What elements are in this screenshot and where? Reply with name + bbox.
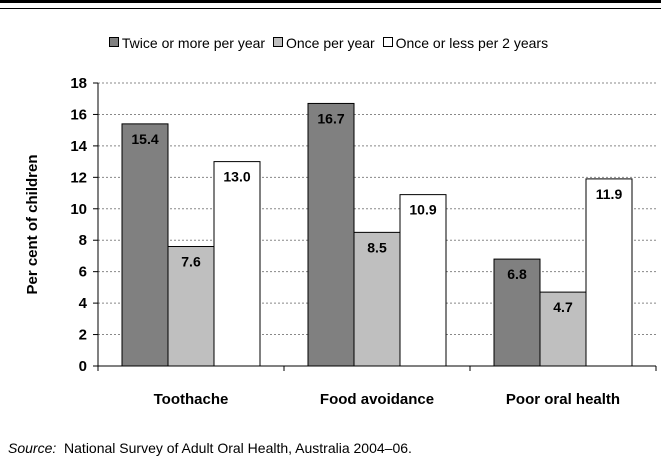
- y-axis-title: Per cent of children: [24, 154, 41, 294]
- data-label-s2-c2: 11.9: [596, 186, 623, 202]
- data-label-s2-c0: 13.0: [223, 169, 250, 185]
- legend-swatch-once: [272, 37, 283, 47]
- bar-s1-c2: [539, 291, 587, 367]
- y-tick-label-6: 12: [70, 169, 87, 186]
- y-tick-label-8: 16: [70, 106, 87, 123]
- source-note: Source: National Survey of Adult Oral He…: [8, 440, 412, 456]
- data-label-s1-c2: 4.7: [553, 299, 573, 315]
- y-tick-label-4: 8: [79, 232, 87, 249]
- data-label-s0-c2: 6.8: [507, 266, 527, 282]
- y-tick-label-0: 0: [79, 358, 87, 375]
- bar-s2-c1: [399, 194, 447, 367]
- bar-s2-c0: [213, 161, 261, 367]
- top-rule: [0, 0, 661, 3]
- source-text: National Survey of Adult Oral Health, Au…: [64, 440, 412, 456]
- bar-s2-c2: [585, 178, 633, 367]
- data-label-s1-c1: 8.5: [367, 239, 387, 255]
- data-label-s2-c1: 10.9: [409, 202, 436, 218]
- legend-item-twice: Twice or more per year: [108, 35, 266, 51]
- source-label: Source:: [8, 440, 57, 456]
- y-tick-label-9: 18: [70, 75, 87, 92]
- x-tick-label-1: Food avoidance: [320, 391, 434, 408]
- legend: Twice or more per year Once per year Onc…: [0, 35, 661, 51]
- legend-label-twice: Twice or more per year: [121, 35, 266, 51]
- bar-s0-c0: [121, 123, 169, 367]
- legend-label-once: Once per year: [285, 35, 375, 51]
- x-tick-label-2: Poor oral health: [506, 391, 620, 408]
- x-tick-label-0: Toothache: [154, 391, 229, 408]
- y-tick-label-3: 6: [79, 264, 87, 281]
- y-tick-label-7: 14: [70, 138, 87, 155]
- y-tick-label-5: 10: [70, 201, 87, 218]
- legend-swatch-twice: [108, 37, 119, 47]
- top-rule-thin: [0, 8, 661, 9]
- legend-label-less: Once or less per 2 years: [395, 35, 549, 51]
- data-label-s1-c0: 7.6: [181, 254, 201, 270]
- y-tick-label-1: 2: [79, 327, 87, 344]
- data-label-s0-c0: 15.4: [131, 131, 158, 147]
- data-label-s0-c1: 16.7: [317, 110, 344, 126]
- legend-item-once: Once per year: [272, 35, 375, 51]
- y-tick-label-2: 4: [79, 295, 88, 312]
- bar-s0-c1: [307, 102, 355, 367]
- legend-item-less: Once or less per 2 years: [382, 35, 549, 51]
- legend-swatch-less: [382, 37, 393, 47]
